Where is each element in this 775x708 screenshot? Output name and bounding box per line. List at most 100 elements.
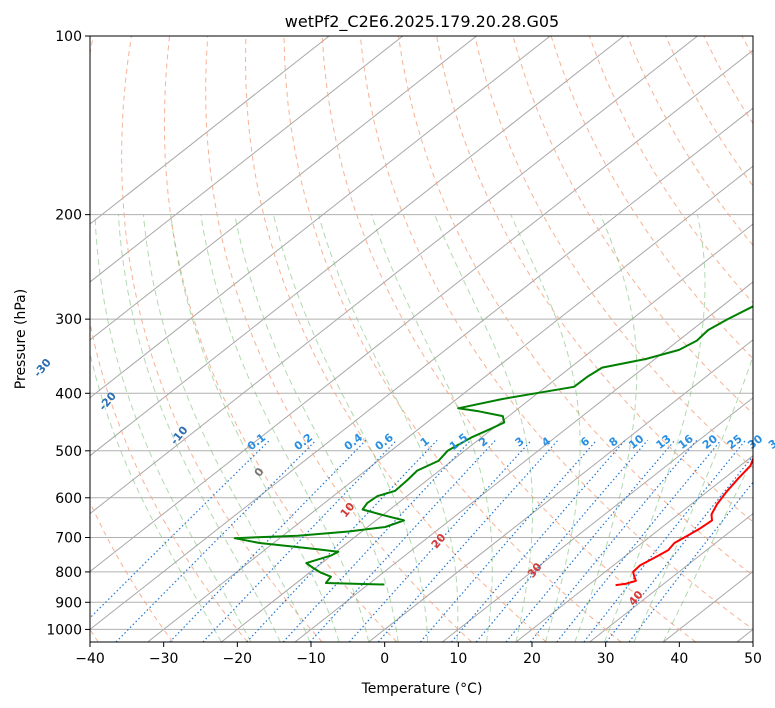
dry-adiabat xyxy=(359,36,753,631)
mixing-ratio-label: 36 xyxy=(766,432,775,452)
dry-adiabat-label: -10 xyxy=(168,423,191,447)
mixing-ratio-line xyxy=(419,439,598,642)
dry-adiabat xyxy=(588,36,753,304)
y-tick-label: 900 xyxy=(55,595,82,611)
moist-adiabat xyxy=(370,214,493,642)
dry-adiabat xyxy=(121,36,323,642)
mixing-ratio-label: 3 xyxy=(513,435,527,450)
x-tick-label: 20 xyxy=(523,651,541,667)
dry-adiabat-label: -30 xyxy=(31,356,54,380)
mixing-ratio-line xyxy=(348,439,532,642)
x-tick-label: −10 xyxy=(296,651,326,667)
isotherm xyxy=(90,36,330,225)
x-tick-label: −20 xyxy=(223,651,253,667)
mixing-ratio-line xyxy=(605,455,753,642)
mixing-ratio-label: 16 xyxy=(676,432,696,452)
moist-adiabat xyxy=(200,214,370,642)
isotherm xyxy=(589,512,753,642)
moist-adiabat xyxy=(434,214,534,642)
dry-adiabat xyxy=(90,501,174,642)
isotherm xyxy=(90,36,625,457)
dry-adiabat xyxy=(90,36,248,642)
moist-adiabat xyxy=(574,214,638,642)
x-tick-label: −30 xyxy=(149,651,179,667)
dry-adiabat-label: 10 xyxy=(338,500,358,520)
dry-adiabat xyxy=(703,36,753,125)
isotherm xyxy=(90,36,404,283)
y-tick-label: 1000 xyxy=(46,622,82,638)
dry-adiabat xyxy=(665,36,753,187)
axes: −40 −30 −20 −10 0 10 20 30 40 5010020030040050060… xyxy=(46,29,762,667)
background-lines xyxy=(90,36,753,642)
x-tick-label: 40 xyxy=(670,651,688,667)
mixing-ratio-line xyxy=(309,439,496,642)
mixing-ratio-label: 13 xyxy=(654,432,674,452)
dry-adiabat xyxy=(474,36,753,469)
mixing-ratio-line xyxy=(529,439,698,642)
dry-adiabat xyxy=(741,36,753,58)
moist-adiabat xyxy=(142,214,311,642)
moist-adiabat xyxy=(662,457,753,642)
isotherm xyxy=(90,36,477,341)
mixing-ratio-line xyxy=(169,439,367,642)
mixing-ratio-label: 0.4 xyxy=(342,431,366,453)
mixing-ratio-label: 6 xyxy=(578,434,592,449)
mixing-ratio-line xyxy=(556,439,722,642)
moist-adiabat xyxy=(633,354,753,642)
mixing-ratio-label: 25 xyxy=(725,432,745,452)
y-tick-label: 600 xyxy=(55,491,82,507)
moist-adiabat xyxy=(318,214,459,642)
y-tick-label: 200 xyxy=(55,208,82,224)
dry-adiabat xyxy=(398,36,753,577)
mixing-ratio-line xyxy=(202,439,398,642)
dry-adiabat xyxy=(244,36,547,642)
dry-adiabat xyxy=(283,36,622,642)
y-tick-label: 400 xyxy=(55,386,82,402)
mixing-ratio-line xyxy=(90,439,270,619)
moist-adiabat xyxy=(510,214,581,642)
moist-adiabat xyxy=(90,351,222,642)
isotherm xyxy=(90,36,698,515)
mixing-ratio-label: 0.2 xyxy=(292,431,315,453)
isotherm xyxy=(90,49,753,573)
dry-adiabat xyxy=(163,36,398,642)
mixing-ratio-line xyxy=(246,439,438,642)
y-tick-label: 500 xyxy=(55,444,82,460)
moist-adiabat xyxy=(603,214,706,642)
isotherm xyxy=(147,165,753,642)
isotherm xyxy=(736,628,753,642)
x-tick-label: 30 xyxy=(597,651,615,667)
mixing-ratio-line xyxy=(282,439,472,642)
moist-adiabat xyxy=(273,214,429,642)
y-tick-label: 100 xyxy=(55,29,82,45)
dry-adiabat xyxy=(205,36,472,642)
y-tick-label: 700 xyxy=(55,531,82,547)
mixing-ratio-line xyxy=(475,439,649,642)
moist-adiabat xyxy=(234,214,399,642)
isotherm xyxy=(515,455,753,642)
chart-title: wetPf2_C2E6.2025.179.20.28.G05 xyxy=(285,12,559,32)
y-tick-label: 800 xyxy=(55,565,82,581)
dry-adiabat xyxy=(321,36,697,642)
dry-adiabat-label: 40 xyxy=(626,588,646,608)
mixing-ratio-label: 2 xyxy=(476,435,490,450)
mixing-ratio-line xyxy=(377,439,559,642)
mixing-ratio-line xyxy=(628,481,753,642)
moist-adiabat xyxy=(170,214,340,642)
y-axis-title: Pressure (hPa) xyxy=(13,289,29,389)
mixing-ratio-line xyxy=(451,439,626,642)
dry-adiabat xyxy=(512,36,753,415)
temperature-profile-line xyxy=(615,447,753,587)
x-tick-label: 50 xyxy=(744,651,762,667)
x-axis-title: Temperature (°C) xyxy=(361,681,483,697)
isotherm xyxy=(90,36,551,399)
isotherm xyxy=(90,107,753,631)
dry-adiabat xyxy=(550,36,753,360)
x-tick-label: 0 xyxy=(380,651,389,667)
moist-adiabat xyxy=(117,214,281,642)
mixing-ratio-line xyxy=(115,439,317,642)
mixing-ratio-label: 30 xyxy=(745,432,765,452)
mixing-ratio-line xyxy=(583,439,746,642)
isotherm xyxy=(368,339,753,642)
moist-adiabat xyxy=(94,214,252,642)
